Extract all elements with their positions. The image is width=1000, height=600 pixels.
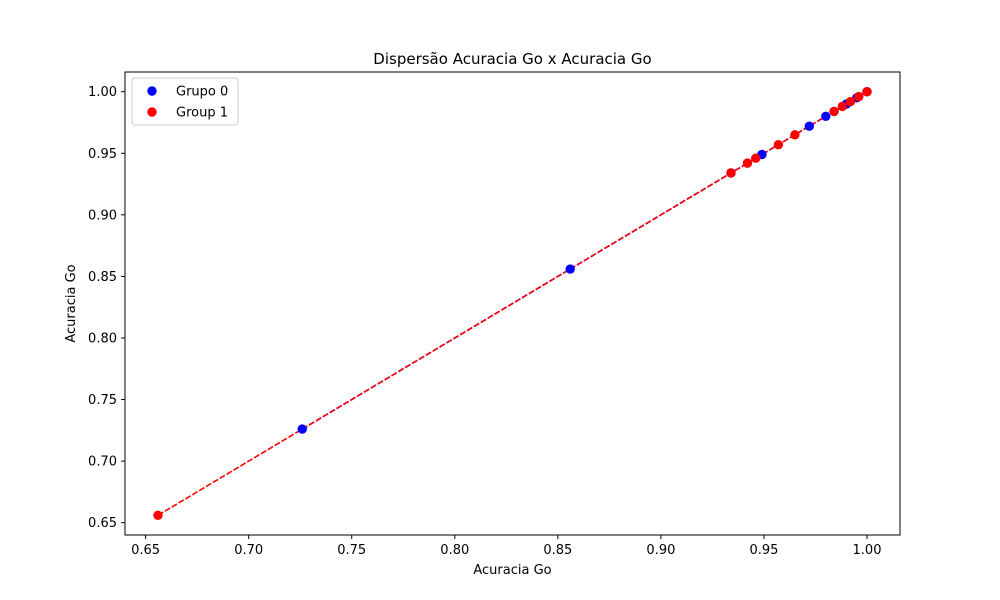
y-tick-label: 1.00 (88, 85, 117, 100)
y-tick-label: 0.85 (88, 270, 117, 285)
data-point-series-0 (565, 264, 575, 274)
x-tick-label: 0.85 (543, 543, 572, 558)
data-point-series-1 (153, 510, 163, 520)
data-point-series-0 (804, 121, 815, 131)
x-tick-label: 0.90 (646, 543, 675, 558)
y-tick-label: 0.90 (88, 208, 117, 223)
data-point-series-1 (790, 130, 800, 140)
data-point-series-1 (845, 96, 856, 107)
x-tick-label: 0.75 (337, 543, 366, 558)
data-point-series-1 (837, 101, 847, 112)
data-point-series-0 (821, 111, 831, 122)
x-tick-label: 0.70 (234, 543, 263, 558)
legend-box (131, 77, 239, 126)
data-point-series-1 (742, 158, 753, 168)
data-point-series-1 (773, 139, 784, 150)
x-axis-label: Acuracia Go (473, 563, 551, 578)
legend-marker-series-0 (147, 86, 157, 96)
plot-frame (124, 71, 901, 536)
data-point-series-1 (862, 87, 872, 97)
data-point-series-1 (829, 106, 839, 117)
x-tick-label: 0.95 (749, 543, 778, 558)
y-axis-label: Acuracia Go (64, 264, 79, 342)
data-point-series-1 (854, 91, 864, 102)
y-tick-label: 0.65 (88, 516, 117, 531)
x-tick-label: 1.00 (853, 543, 882, 558)
legend-label-series-1: Group 1 (176, 106, 228, 121)
y-tick-label: 0.75 (88, 393, 117, 408)
y-tick-label: 0.70 (88, 455, 117, 470)
data-point-series-1 (726, 168, 736, 178)
data-point-series-1 (751, 153, 761, 163)
plot-area: 0.65 0.70 0.75 0.80 0.85 0.90 0.95 1.00 0.65 0.70… (88, 71, 901, 558)
data-point-series-0 (297, 424, 307, 434)
x-tick-label: 0.80 (440, 543, 469, 558)
x-tick-label: 0.65 (131, 543, 160, 558)
legend-marker-series-1 (147, 107, 157, 117)
chart-title: Dispersão Acuracia Go x Acuracia Go (373, 50, 651, 68)
y-tick-label: 0.95 (88, 147, 117, 162)
y-tick-label: 0.80 (88, 331, 117, 346)
legend-label-series-0: Grupo 0 (176, 85, 228, 100)
